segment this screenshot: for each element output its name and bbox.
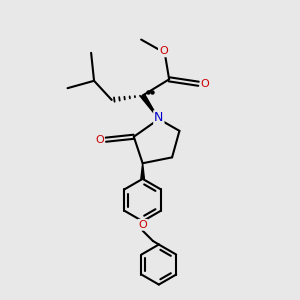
Text: O: O <box>95 135 104 145</box>
Polygon shape <box>141 163 144 179</box>
Text: O: O <box>201 79 209 89</box>
Text: O: O <box>159 46 168 56</box>
Text: O: O <box>138 220 147 230</box>
Polygon shape <box>141 94 159 119</box>
Text: N: N <box>154 111 164 124</box>
